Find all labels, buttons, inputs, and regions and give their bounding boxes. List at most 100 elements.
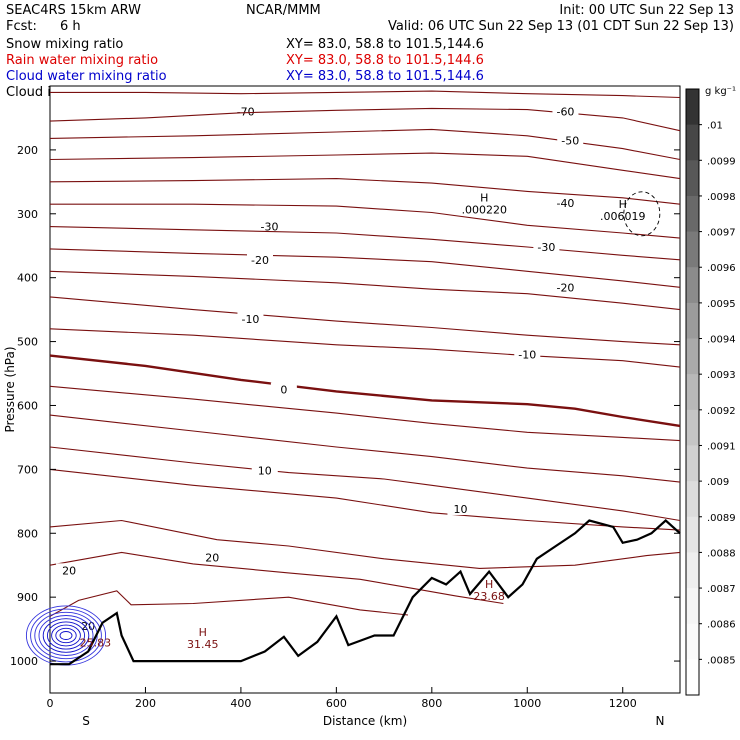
- isotherm-label-bg: [237, 312, 264, 326]
- legend-entry-xy: XY= 83.0, 58.8 to 101.5,144.6: [286, 37, 484, 52]
- isotherm-label: -10: [518, 348, 536, 361]
- cloud-ice-contour: [623, 191, 661, 237]
- plot-frame: [49, 85, 681, 694]
- isotherm-label-bg: [199, 550, 226, 564]
- x-tick-label: 1200: [609, 697, 637, 710]
- isotherm-line: [49, 385, 681, 442]
- header: SEAC4RS 15km ARW NCAR/MMM Init: 00 UTC S…: [6, 3, 734, 34]
- isotherm-line: [49, 152, 681, 180]
- colorbar-label: .0098: [707, 192, 736, 203]
- maximum-marker: H: [199, 626, 207, 639]
- colorbar-swatch: [686, 195, 699, 233]
- isotherm-label-bg: [232, 104, 259, 118]
- colorbar-swatch: [686, 338, 699, 375]
- colorbar-swatch: [686, 160, 699, 197]
- fcst-value: 6 h: [60, 19, 81, 34]
- y-tick-label: 700: [17, 463, 38, 476]
- maximum-value: .006019: [600, 210, 646, 223]
- x-end-label-right: N: [656, 714, 665, 728]
- colorbar-swatch: [686, 659, 699, 696]
- isotherm-label-bg: [552, 195, 579, 209]
- colorbar-swatch: [686, 302, 699, 340]
- x-tick-label: 200: [135, 697, 156, 710]
- isotherm-label-bg: [557, 133, 584, 147]
- y-tick-label: 300: [17, 208, 38, 221]
- isotherm-label: -10: [241, 313, 259, 326]
- colorbar-label: .0086: [707, 620, 736, 631]
- isotherm-line: [49, 590, 409, 617]
- isotherm-label: 10: [258, 465, 272, 478]
- isotherm-label-bg: [533, 240, 560, 254]
- y-tick-label: 400: [17, 272, 38, 285]
- maximum-value: 23.68: [473, 590, 505, 603]
- legend-entry-name: Cloud water mixing ratio: [6, 69, 167, 84]
- isotherm-label: -50: [561, 134, 579, 147]
- colorbar-label: .0089: [707, 513, 736, 524]
- colorbar-swatch: [686, 481, 699, 518]
- colorbar-swatch: [686, 588, 699, 625]
- isotherm-label: 20: [62, 564, 76, 577]
- legend-entry-xy: XY= 83.0, 58.8 to 101.5,144.6: [286, 69, 484, 84]
- isotherm-line: [49, 296, 681, 346]
- colorbar-swatch: [686, 89, 699, 126]
- colorbar-swatch: [686, 409, 699, 446]
- isotherm-line: [49, 248, 681, 288]
- isotherm-label: 10: [453, 503, 467, 516]
- isotherm-label-bg: [56, 563, 83, 577]
- isotherm-label-bg: [247, 252, 273, 266]
- colorbar-label: .0092: [707, 406, 736, 417]
- colorbar-swatch: [686, 267, 699, 304]
- terrain-line: [50, 519, 681, 666]
- isotherm-line: [49, 551, 504, 605]
- x-tick-label: 800: [421, 697, 442, 710]
- colorbar-swatch: [686, 231, 699, 268]
- maximum-marker: H: [480, 191, 488, 204]
- model-title: SEAC4RS 15km ARW: [6, 3, 141, 18]
- fcst-label: Fcst:: [6, 19, 37, 34]
- x-tick-label: 400: [230, 697, 251, 710]
- colorbar-swatch: [686, 445, 699, 482]
- isotherm-label-bg: [514, 347, 541, 361]
- colorbar-label: .01: [707, 121, 723, 132]
- isotherm-label: -30: [261, 221, 279, 234]
- y-tick-label: 500: [17, 336, 38, 349]
- y-tick-label: 900: [17, 591, 38, 604]
- colorbar-label: .0093: [707, 370, 736, 381]
- colorbar-label: .0096: [707, 263, 736, 274]
- maximum-value: 25.83: [80, 637, 112, 650]
- valid-time: Valid: 06 UTC Sun 22 Sep 13 (01 CDT Sun …: [388, 19, 734, 34]
- isotherm-label: 20: [205, 552, 219, 565]
- isotherm-contours: -70 -60 -50 -40 -30 -30 -20 -20 -10 -10 0 10 10 20 20 2…: [49, 90, 681, 633]
- isotherm-label-bg: [251, 463, 278, 477]
- isotherm-line: [50, 203, 681, 239]
- colorbar-label: .009: [707, 477, 729, 488]
- colorbar-swatch: [686, 516, 699, 553]
- maximum-value: 31.45: [187, 638, 219, 651]
- isotherm-line: [49, 226, 681, 261]
- colorbar-swatch: [686, 623, 699, 660]
- init-time: Init: 00 UTC Sun 22 Sep 13: [559, 3, 734, 18]
- isotherm-line: [49, 354, 681, 428]
- colorbar-label: .0087: [707, 584, 736, 595]
- isotherm-label: -30: [537, 241, 555, 254]
- legend-entry-name: Rain water mixing ratio: [6, 53, 158, 68]
- x-tick-label: 600: [326, 697, 347, 710]
- isotherm-line: [49, 328, 681, 368]
- isotherm-label: -20: [251, 254, 269, 267]
- colorbar-label: .0095: [707, 299, 736, 310]
- isotherm-line: [50, 90, 681, 99]
- colorbar-label: .0085: [707, 655, 736, 666]
- colorbar-label: .0088: [707, 548, 736, 559]
- colorbar-label: .0097: [707, 228, 736, 239]
- colorbar-swatch: [686, 552, 699, 589]
- isotherm-label: -60: [556, 106, 574, 119]
- isotherm-label-bg: [270, 382, 297, 396]
- isotherm-line: [49, 414, 681, 483]
- colorbar-label: .0099: [707, 156, 736, 167]
- isotherm-line: [49, 107, 681, 132]
- x-tick-label: 1000: [513, 697, 541, 710]
- maximum-value: .000220: [462, 203, 508, 216]
- isotherm-label-bg: [447, 501, 474, 515]
- y-tick-label: 1000: [10, 655, 38, 668]
